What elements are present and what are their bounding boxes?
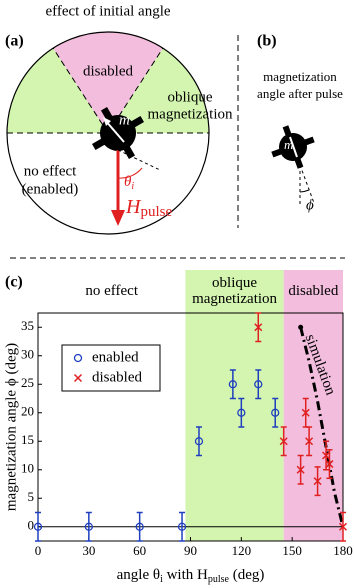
point xyxy=(313,477,322,486)
simulation-start xyxy=(298,324,304,330)
legend-marker xyxy=(73,353,83,363)
y-tick-label: 25 xyxy=(21,375,34,390)
m-direction xyxy=(299,164,315,204)
boundary xyxy=(107,47,164,134)
theta-symbol: θ xyxy=(124,174,132,190)
y-tick-label: 35 xyxy=(21,318,34,333)
point xyxy=(135,522,144,531)
phi-label: ϕ xyxy=(306,197,314,213)
point xyxy=(194,437,204,446)
no-effect-label: no effect xyxy=(24,163,77,179)
oblique-label: magnetization xyxy=(148,106,233,122)
h-label: Hpulse xyxy=(125,196,172,221)
panel-label: (c) xyxy=(5,274,23,291)
point xyxy=(228,380,238,389)
point xyxy=(254,323,263,332)
after-pulse-label: angle after pulse xyxy=(257,86,343,101)
legend-marker xyxy=(73,373,83,383)
h-subscript: pulse xyxy=(140,204,172,220)
x-axis-label-part: (deg) xyxy=(229,567,264,583)
x-axis-label-part: i xyxy=(160,574,163,585)
legend-label: enabled xyxy=(92,349,139,365)
point xyxy=(305,437,314,446)
x-tick-label: 0 xyxy=(35,543,42,558)
theta-subscript: i xyxy=(131,181,134,192)
panel-b: (b) magnetization angle after pulse m ϕ xyxy=(257,33,343,214)
oblique-sector xyxy=(108,48,210,133)
h-symbol: H xyxy=(125,196,142,218)
region xyxy=(185,270,284,541)
panel-label: (a) xyxy=(5,33,24,50)
y-tick-label: 20 xyxy=(21,404,34,419)
x-tick-label: 90 xyxy=(184,543,197,558)
after-pulse-label: magnetization xyxy=(263,69,337,84)
m-label: m xyxy=(284,137,293,152)
oblique-sector xyxy=(6,48,109,133)
boundary xyxy=(52,47,109,134)
x-axis-label-part: with H xyxy=(163,567,208,583)
m-arrow xyxy=(289,136,298,158)
oblique-label: oblique xyxy=(168,89,213,105)
m-label: m xyxy=(119,112,130,128)
x-axis-label: angle θi with Hpulse (deg) xyxy=(117,567,265,585)
m-arrowhead xyxy=(103,117,111,126)
region xyxy=(38,270,186,541)
y-tick-label: 15 xyxy=(21,432,34,447)
point xyxy=(296,465,305,474)
y-axis-label: magnetization angle ϕ (deg) xyxy=(3,343,19,511)
point xyxy=(177,522,187,531)
disabled-sector xyxy=(53,31,163,133)
point xyxy=(271,408,280,417)
simulation-line xyxy=(299,326,345,528)
x-axis-label-part: angle θ xyxy=(117,567,160,583)
panel-a: m θi Hpulse effect of initial angle (a) … xyxy=(5,3,233,235)
panel-label: (b) xyxy=(257,33,277,50)
point xyxy=(338,522,348,531)
phi-arc xyxy=(299,189,310,193)
region-label: no effect xyxy=(85,283,138,299)
point xyxy=(237,408,246,417)
legend-entry: enabled xyxy=(73,349,139,365)
x-tick-label: 180 xyxy=(333,543,353,558)
disabled-label: disabled xyxy=(83,63,133,79)
x-tick-label: 30 xyxy=(82,543,95,558)
point xyxy=(279,437,288,446)
y-tick-label: 30 xyxy=(21,347,34,362)
region-label: oblique xyxy=(212,275,257,291)
magnet xyxy=(92,107,144,159)
x-tick-label: 60 xyxy=(133,543,146,558)
point xyxy=(301,408,310,417)
y-tick-label: 0 xyxy=(28,518,35,533)
point xyxy=(84,522,93,531)
region xyxy=(283,270,343,541)
y-tick-label: 5 xyxy=(28,489,35,504)
theta-label: θi xyxy=(124,174,134,192)
h-arrowhead xyxy=(111,210,125,226)
x-tick-label: 150 xyxy=(282,543,302,558)
no-effect-label: (enabled) xyxy=(22,181,79,197)
legend-label: disabled xyxy=(92,369,142,385)
theta-arc xyxy=(117,167,143,179)
x-tick-label: 120 xyxy=(232,543,252,558)
x-axis-label-part: pulse xyxy=(208,574,230,585)
legend xyxy=(61,344,161,392)
point xyxy=(254,380,263,389)
point xyxy=(325,460,334,469)
top-title: effect of initial angle xyxy=(45,3,170,19)
region-label: magnetization xyxy=(192,291,277,307)
point xyxy=(33,522,43,531)
point xyxy=(322,451,331,460)
region-label: disabled xyxy=(288,283,338,299)
legend-entry: disabled xyxy=(73,369,142,385)
y-tick-label: 10 xyxy=(21,461,34,476)
m-direction xyxy=(117,149,161,171)
